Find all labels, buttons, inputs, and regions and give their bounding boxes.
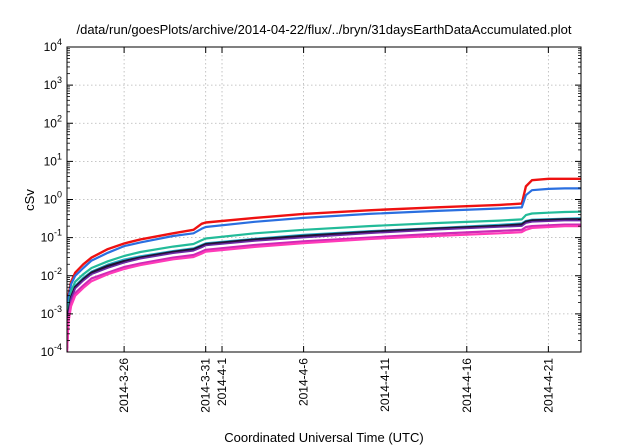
x-tick-label: 2014-4-6 [297, 358, 311, 406]
y-tick-base: 10 [44, 154, 58, 168]
y-tick-label: 10-4 [41, 342, 62, 359]
x-axis-label: Coordinated Universal Time (UTC) [224, 430, 423, 445]
series-line-6 [67, 219, 581, 350]
y-tick-label: 101 [44, 151, 62, 168]
series-line-2 [67, 187, 581, 335]
y-tick-label: 10-2 [41, 266, 62, 283]
y-tick-base: 10 [41, 231, 55, 245]
series-line-7 [67, 223, 581, 352]
y-tick-label: 10-3 [41, 304, 62, 321]
y-tick-label: 102 [44, 113, 62, 130]
y-tick-exponent: 3 [57, 75, 62, 85]
y-tick-base: 10 [44, 78, 58, 92]
y-tick-exponent: 0 [57, 190, 62, 200]
y-axis-label: cSv [22, 189, 37, 211]
y-tick-exponent: 2 [57, 113, 62, 123]
x-tick-label: 2014-3-26 [117, 358, 131, 413]
series-line-3 [67, 210, 581, 342]
chart-title: /data/run/goesPlots/archive/2014-04-22/f… [76, 22, 571, 37]
series-line-1 [67, 177, 581, 331]
y-tick-base: 10 [44, 40, 58, 54]
y-tick-exponent: 1 [57, 151, 62, 161]
y-tick-exponent: -4 [54, 342, 62, 352]
y-tick-exponent: -2 [54, 266, 62, 276]
y-tick-label: 10-1 [41, 228, 62, 245]
x-tick-label: 2014-3-31 [199, 358, 213, 413]
y-tick-base: 10 [41, 345, 55, 359]
x-tick-label: 2014-4-1 [215, 358, 229, 406]
y-tick-exponent: -3 [54, 304, 62, 314]
x-axis: 2014-3-26 2014-3-31 2014-4-1 2014-4-6 2014-4… [117, 47, 555, 413]
y-tick-base: 10 [44, 116, 58, 130]
x-tick-label: 2014-4-11 [378, 358, 392, 412]
y-tick-exponent: -1 [54, 228, 62, 238]
y-tick-base: 10 [41, 269, 55, 283]
series-line-5 [67, 218, 581, 350]
y-tick-base: 10 [41, 307, 55, 321]
x-tick-label: 2014-4-21 [541, 358, 555, 413]
x-tick-label: 2014-4-16 [460, 358, 474, 413]
y-tick-label: 104 [44, 37, 62, 54]
y-tick-exponent: 4 [57, 37, 62, 47]
y-tick-base: 10 [44, 193, 58, 207]
y-tick-label: 103 [44, 75, 62, 92]
series-line-8 [67, 225, 581, 352]
series-group [67, 177, 581, 352]
grid-lines [67, 47, 581, 352]
y-tick-label: 100 [44, 190, 62, 207]
